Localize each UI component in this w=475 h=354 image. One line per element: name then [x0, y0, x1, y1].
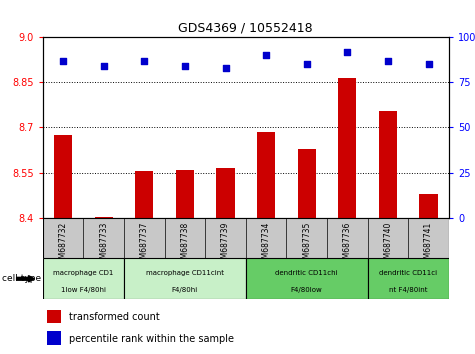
Point [59, 58, 67, 63]
Text: GSM687740: GSM687740 [383, 222, 392, 268]
Bar [298, 149, 316, 218]
Bar [246, 258, 368, 299]
Bar [43, 218, 449, 258]
Text: GSM687734: GSM687734 [262, 222, 271, 268]
Bar [95, 217, 113, 218]
Point [262, 52, 270, 58]
Bar [54, 135, 72, 218]
Text: nt F4/80int: nt F4/80int [389, 287, 428, 293]
Text: GSM687735: GSM687735 [302, 222, 311, 268]
Point [141, 58, 148, 63]
Bar [176, 171, 194, 218]
Bar [419, 194, 437, 218]
Point [222, 65, 229, 71]
Bar [124, 258, 246, 299]
Bar [47, 331, 61, 345]
Text: macrophage CD1: macrophage CD1 [53, 270, 114, 276]
Text: GSM687738: GSM687738 [180, 222, 190, 268]
Text: F4/80low: F4/80low [291, 287, 323, 293]
Text: GSM687733: GSM687733 [99, 222, 108, 268]
Title: GDS4369 / 10552418: GDS4369 / 10552418 [179, 22, 313, 35]
Text: 1low F4/80hi: 1low F4/80hi [61, 287, 106, 293]
Text: macrophage CD11cint: macrophage CD11cint [146, 270, 224, 276]
Bar [217, 168, 235, 218]
Text: dendritic CD11ci: dendritic CD11ci [379, 270, 437, 276]
Point [100, 63, 107, 69]
Bar [338, 78, 356, 218]
Point [425, 61, 432, 67]
Text: transformed count: transformed count [69, 312, 160, 322]
Bar [379, 111, 397, 218]
Text: GSM687741: GSM687741 [424, 222, 433, 268]
Point [384, 58, 392, 63]
Point [343, 49, 351, 55]
Text: F4/80hi: F4/80hi [172, 287, 198, 293]
Text: dendritic CD11chi: dendritic CD11chi [276, 270, 338, 276]
Bar [257, 132, 275, 218]
Text: GSM687732: GSM687732 [58, 222, 67, 268]
Bar [43, 258, 124, 299]
Text: GSM687737: GSM687737 [140, 222, 149, 268]
Bar [47, 309, 61, 324]
Bar [135, 171, 153, 218]
Text: cell type: cell type [2, 274, 41, 283]
Text: GSM687739: GSM687739 [221, 222, 230, 268]
Bar [368, 258, 449, 299]
Point [181, 63, 189, 69]
Point [303, 61, 311, 67]
Text: GSM687736: GSM687736 [343, 222, 352, 268]
Text: percentile rank within the sample: percentile rank within the sample [69, 333, 234, 344]
